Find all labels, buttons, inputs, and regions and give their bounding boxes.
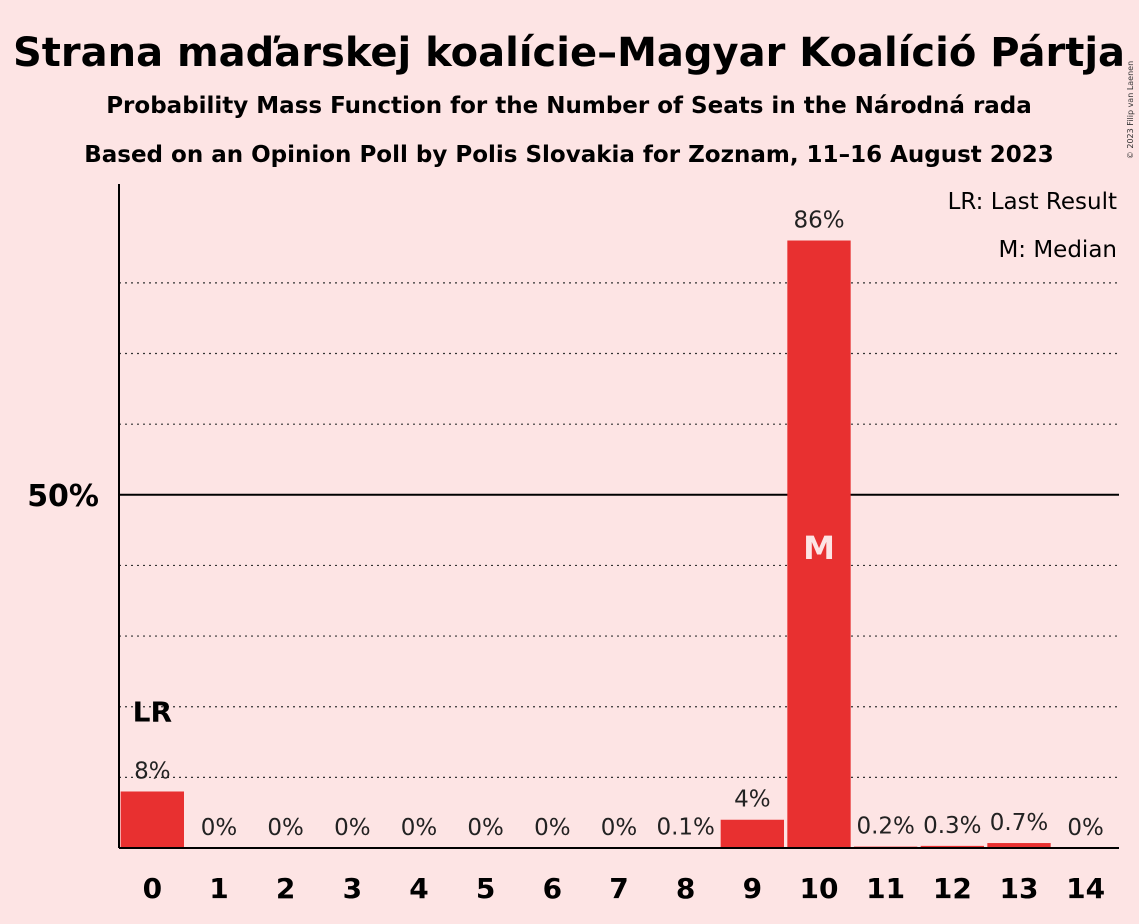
bar-label-seat-2: 0% <box>267 815 304 841</box>
x-tick-labels: 0 1 2 3 4 5 6 7 8 9 10 11 12 13 14 <box>143 872 1106 905</box>
legend-median: M: Median <box>998 237 1117 263</box>
bar-label-seat-3: 0% <box>334 815 371 841</box>
x-tick-10: 10 <box>800 872 839 905</box>
last-result-marker: LR <box>133 695 172 728</box>
bar-label-seat-10: 86% <box>793 208 844 234</box>
x-tick-13: 13 <box>1000 872 1039 905</box>
copyright-note: © 2023 Filip van Laenen <box>1126 61 1135 159</box>
x-tick-8: 8 <box>676 872 695 905</box>
bars <box>120 240 1051 849</box>
bar-seat-13 <box>987 843 1051 848</box>
bar-label-seat-1: 0% <box>201 815 238 841</box>
x-tick-11: 11 <box>866 872 905 905</box>
bar-label-seat-13: 0.7% <box>990 810 1048 836</box>
legend-last-result: LR: Last Result <box>948 189 1117 215</box>
bar-seat-12 <box>920 845 984 848</box>
chart-title: Strana maďarskej koalície–Magyar Koalíci… <box>13 30 1125 76</box>
bar-label-seat-11: 0.2% <box>856 814 914 840</box>
bar-label-seat-8: 0.1% <box>656 814 714 840</box>
chart-subtitle: Probability Mass Function for the Number… <box>106 93 1032 119</box>
y-tick-label-50: 50% <box>27 479 99 514</box>
chart-markers: LR M <box>133 529 835 729</box>
bar-label-seat-9: 4% <box>734 787 771 813</box>
bar-label-seat-4: 0% <box>401 815 438 841</box>
x-tick-1: 1 <box>209 872 228 905</box>
x-tick-14: 14 <box>1066 872 1105 905</box>
bar-label-seat-12: 0.3% <box>923 813 981 839</box>
x-tick-7: 7 <box>609 872 628 905</box>
bar-seat-0 <box>120 791 184 848</box>
bar-seat-9 <box>720 819 784 848</box>
median-marker: M <box>803 529 835 567</box>
gridlines <box>119 282 1119 778</box>
x-tick-6: 6 <box>543 872 562 905</box>
x-tick-5: 5 <box>476 872 495 905</box>
x-tick-9: 9 <box>743 872 762 905</box>
bar-label-seat-5: 0% <box>467 815 504 841</box>
bar-label-seat-0: 8% <box>134 758 171 784</box>
bar-label-seat-6: 0% <box>534 815 571 841</box>
bar-label-seat-7: 0% <box>601 815 638 841</box>
x-tick-12: 12 <box>933 872 972 905</box>
bar-value-labels: 8% 0% 0% 0% 0% 0% 0% 0% 0.1% 4% 86% 0.2% 0.3% 0.7% 0% <box>134 208 1104 841</box>
bar-label-seat-14: 0% <box>1067 815 1104 841</box>
x-tick-4: 4 <box>409 872 428 905</box>
x-tick-0: 0 <box>143 872 162 905</box>
bar-seat-10 <box>787 240 851 849</box>
x-tick-2: 2 <box>276 872 295 905</box>
chart-source-note: Based on an Opinion Poll by Polis Slovak… <box>84 142 1054 168</box>
x-tick-3: 3 <box>343 872 362 905</box>
